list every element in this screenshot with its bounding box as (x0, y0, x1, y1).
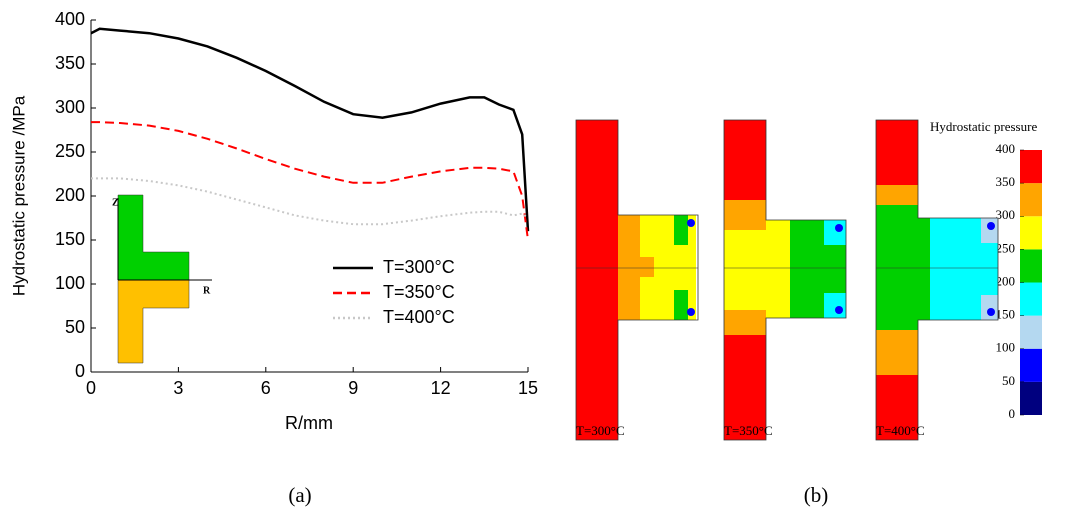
contour-region (876, 205, 918, 330)
y-tick-label: 0 (75, 361, 85, 381)
series-line (91, 177, 529, 226)
colorbar-tick-label: 200 (996, 273, 1016, 288)
y-axis-label: Hydrostatic pressure /MPa (9, 95, 28, 296)
colorbar-tick-label: 150 (996, 307, 1016, 322)
colorbar-segment (1020, 150, 1042, 184)
colorbar-segment (1020, 381, 1042, 415)
contour-region (876, 375, 918, 440)
contour-region (824, 293, 846, 318)
contour-region (876, 330, 918, 375)
contour-region (638, 257, 654, 277)
series-line (91, 121, 529, 241)
colorbar-segment (1020, 348, 1042, 382)
colorbar-segment (1020, 315, 1042, 349)
inset-label: R (203, 285, 211, 296)
caption: (a) (288, 483, 311, 507)
inset-upper (117, 194, 190, 281)
part-outline (575, 119, 699, 441)
contour-region (674, 215, 688, 245)
x-axis-label: R/mm (285, 413, 333, 433)
part-outline (875, 119, 999, 441)
x-tick-label: 6 (261, 378, 271, 398)
contour-spot (987, 308, 995, 316)
contour-region (724, 335, 766, 440)
inset-lower (117, 279, 190, 364)
part-outline (723, 119, 847, 441)
caption: (b) (804, 483, 829, 507)
contour-region (618, 215, 640, 320)
panel-label: T=400°C (876, 423, 925, 438)
y-tick-label: 150 (55, 229, 85, 249)
panel-label: T=300°C (576, 423, 625, 438)
x-tick-label: 0 (86, 378, 96, 398)
inset: Z R (112, 194, 212, 364)
y-tick-label: 50 (65, 317, 85, 337)
contour-region (981, 218, 998, 243)
y-tick-label: 200 (55, 185, 85, 205)
legend-label: T=400°C (383, 307, 455, 327)
y-tick-label: 350 (55, 53, 85, 73)
colorbar-tick-label: 50 (1002, 373, 1015, 388)
y-tick-label: 100 (55, 273, 85, 293)
panel-label: T=350°C (724, 423, 773, 438)
legend-label: T=300°C (383, 257, 455, 277)
contour-region (981, 295, 998, 320)
colorbar-segment (1020, 183, 1042, 217)
colorbar-tick-label: 350 (996, 174, 1016, 189)
colorbar-tick-label: 250 (996, 240, 1016, 255)
y-tick-label: 250 (55, 141, 85, 161)
colorbar-tick-label: 300 (996, 207, 1016, 222)
contour-region (876, 185, 918, 205)
colorbar-tick-label: 0 (1009, 406, 1016, 421)
colorbar-segment (1020, 216, 1042, 250)
x-tick-label: 3 (173, 378, 183, 398)
colorbar-segment (1020, 282, 1042, 316)
contour-region (876, 120, 918, 185)
y-tick-label: 400 (55, 9, 85, 29)
contour-region (724, 230, 766, 310)
contour-region (576, 120, 618, 440)
contour-spot (687, 308, 695, 316)
contour-region (824, 220, 846, 245)
contour-spot (687, 219, 695, 227)
contour-region (674, 290, 688, 320)
colorbar-title: Hydrostatic pressure (930, 119, 1037, 134)
colorbar-segment (1020, 249, 1042, 283)
x-tick-label: 12 (431, 378, 451, 398)
inset-label: Z (112, 197, 119, 208)
contour-spot (835, 224, 843, 232)
contour-region (918, 218, 930, 320)
contour-region (724, 120, 766, 200)
legend-label: T=350°C (383, 282, 455, 302)
contour-spot (987, 222, 995, 230)
x-tick-label: 15 (518, 378, 538, 398)
x-tick-label: 9 (348, 378, 358, 398)
y-tick-label: 300 (55, 97, 85, 117)
contour-region (766, 220, 790, 318)
colorbar-tick-label: 400 (996, 141, 1016, 156)
series-line (90, 27, 530, 232)
colorbar-tick-label: 100 (996, 340, 1016, 355)
contour-region (724, 310, 766, 335)
contour-region (724, 200, 766, 230)
contour-spot (835, 306, 843, 314)
